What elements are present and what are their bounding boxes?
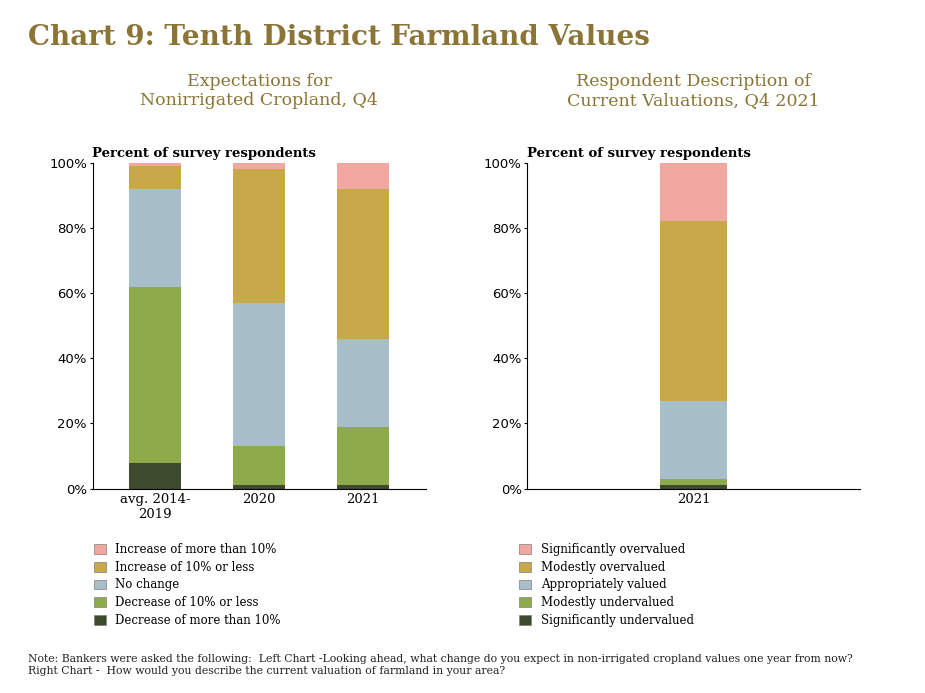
Bar	[660, 163, 727, 222]
Bar	[660, 222, 727, 401]
Legend: Increase of more than 10%, Increase of 10% or less, No change, Decrease of 10% o: Increase of more than 10%, Increase of 1…	[89, 538, 285, 631]
Bar	[233, 169, 285, 303]
Bar	[129, 462, 181, 489]
Bar	[129, 287, 181, 462]
Bar	[337, 163, 389, 189]
Bar	[337, 189, 389, 339]
Text: Chart 9: Tenth District Farmland Values: Chart 9: Tenth District Farmland Values	[28, 24, 649, 51]
Bar	[660, 485, 727, 489]
Bar	[337, 427, 389, 485]
Bar	[337, 339, 389, 427]
Bar	[129, 163, 181, 166]
Text: Percent of survey respondents: Percent of survey respondents	[527, 148, 751, 160]
Text: Percent of survey respondents: Percent of survey respondents	[92, 148, 316, 160]
Legend: Significantly overvalued, Modestly overvalued, Appropriately valued, Modestly un: Significantly overvalued, Modestly overv…	[514, 538, 698, 631]
Text: Respondent Description of
Current Valuations, Q4 2021: Respondent Description of Current Valuat…	[567, 73, 820, 109]
Bar	[337, 485, 389, 489]
Text: Expectations for
Nonirrigated Cropland, Q4: Expectations for Nonirrigated Cropland, …	[140, 73, 378, 109]
Bar	[660, 401, 727, 479]
Bar	[233, 163, 285, 169]
Bar	[129, 189, 181, 287]
Bar	[233, 485, 285, 489]
Bar	[129, 166, 181, 189]
Bar	[233, 303, 285, 446]
Bar	[233, 446, 285, 485]
Bar	[660, 479, 727, 485]
Text: Note: Bankers were asked the following:  Left Chart -Looking ahead, what change : Note: Bankers were asked the following: …	[28, 654, 853, 676]
